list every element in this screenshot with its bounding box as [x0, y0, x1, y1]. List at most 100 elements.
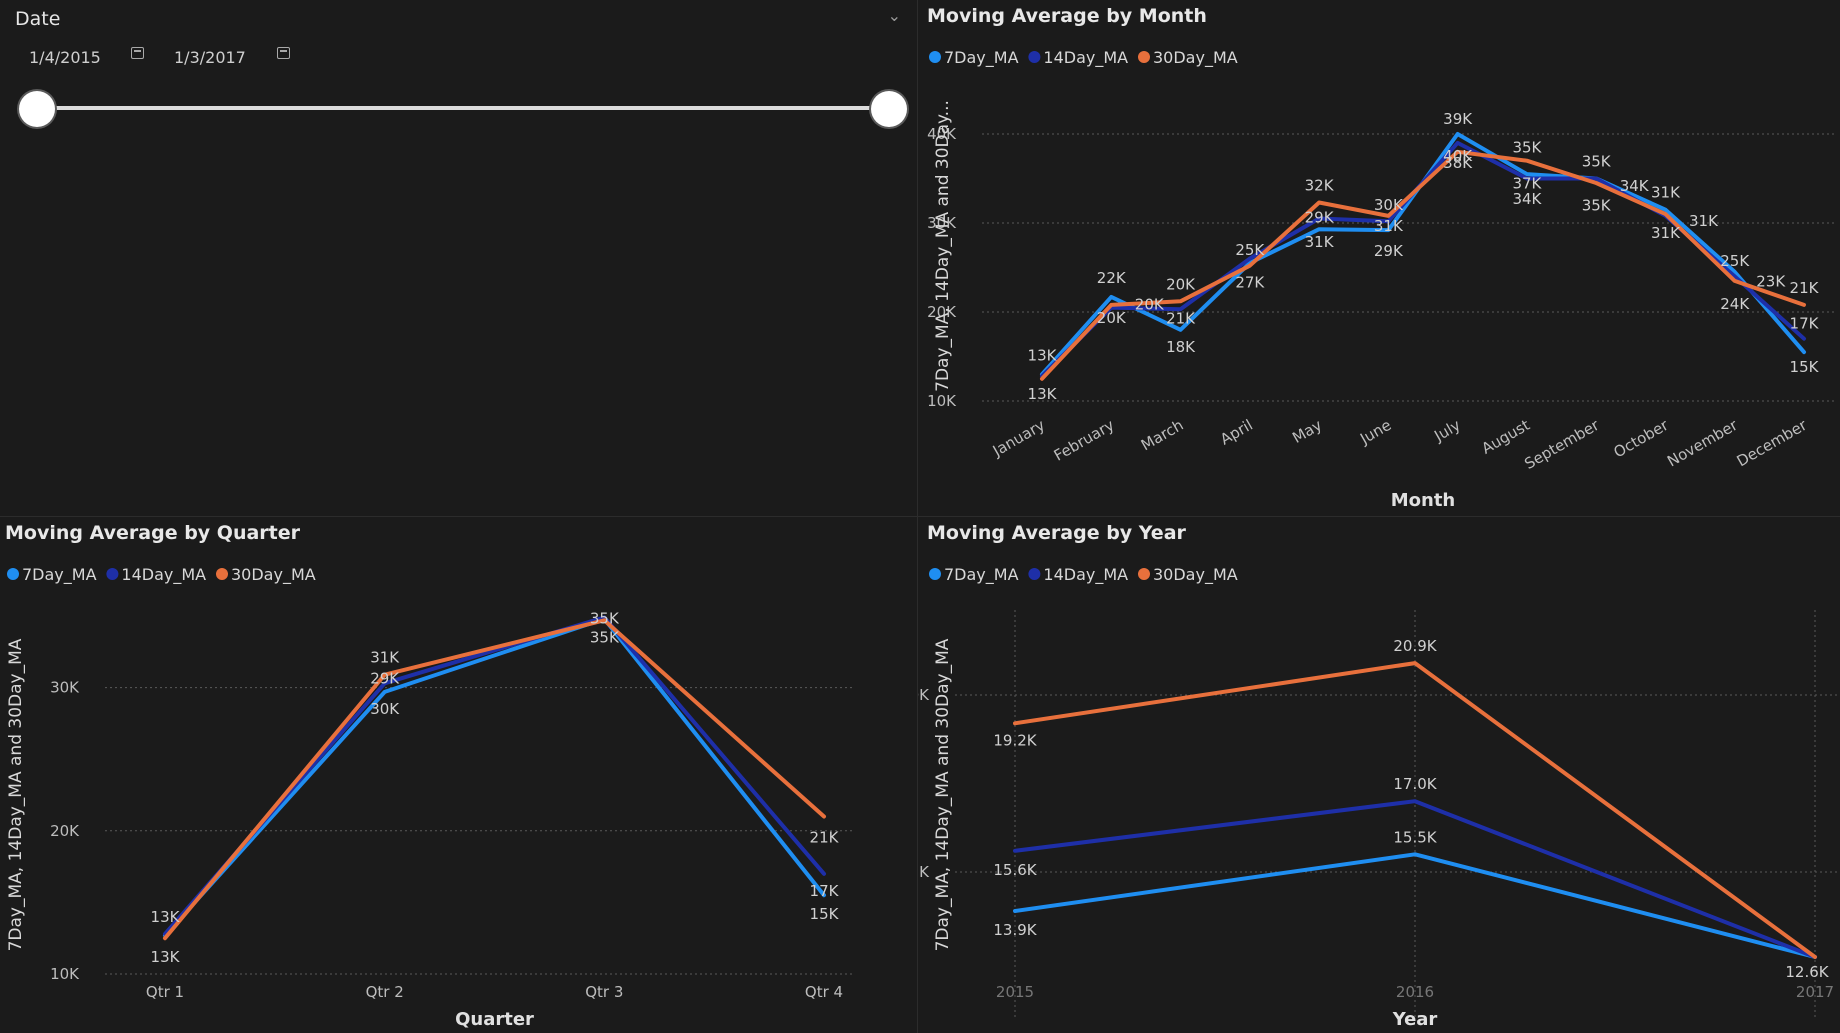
data-label: 13K: [151, 948, 181, 966]
data-label: 13.9K: [993, 921, 1037, 939]
slider-start-handle[interactable]: [19, 91, 55, 127]
y-tick-label: 20K: [50, 822, 80, 840]
data-label: 20K: [1166, 275, 1196, 293]
y-axis-title: 7Day_MA, 14Day_MA and 30Day_MA: [933, 638, 953, 951]
x-tick-label: February: [1051, 416, 1118, 465]
chart-moving-average-by-year: Moving Average by Year 7Day_MA 14Day_MA 30D…: [918, 522, 1840, 1030]
data-label: 20K: [1097, 309, 1127, 327]
data-label: 35K: [590, 628, 620, 646]
legend-marker: [1138, 568, 1150, 580]
data-label: 35K: [1582, 197, 1612, 215]
legend-label: 14Day_MA: [1043, 565, 1128, 585]
chart-title: Moving Average by Month: [927, 5, 1207, 27]
x-tick-label: September: [1521, 415, 1603, 472]
x-tick-label: May: [1289, 416, 1325, 447]
y-tick-label: 30K: [927, 214, 957, 232]
data-label: 17K: [810, 882, 840, 900]
legend-label: 7Day_MA: [944, 565, 1019, 585]
series-line-7Day_MA: [1013, 852, 1817, 959]
chart-moving-average-by-quarter: Moving Average by Quarter 7Day_MA 14Day_MA…: [5, 522, 854, 1030]
start-date-input[interactable]: 1/4/2015: [29, 48, 101, 67]
legend-marker: [929, 51, 941, 63]
data-label: 29K: [1305, 209, 1335, 227]
legend-marker: [1028, 51, 1041, 63]
data-label: 34K: [1620, 177, 1650, 195]
data-label: 25K: [1235, 241, 1265, 259]
panel-divider-horizontal: [0, 516, 1840, 517]
legend-marker: [7, 568, 19, 580]
data-label: 19.2K: [993, 731, 1037, 749]
data-label: 17.0K: [1393, 775, 1437, 793]
x-axis-title: Year: [1392, 1009, 1438, 1030]
legend-label: 30Day_MA: [1153, 48, 1238, 68]
y-tick-label: 20K: [918, 686, 930, 704]
legend-label: 30Day_MA: [231, 565, 316, 585]
data-label: 17K: [1790, 315, 1820, 333]
x-tick-label: Qtr 4: [805, 983, 843, 1001]
data-label: 29K: [1374, 242, 1404, 260]
date-slicer: Date ⌄ 1/4/2015 1/3/2017: [0, 0, 917, 516]
calendar-icon[interactable]: [277, 47, 290, 59]
data-label: 15K: [810, 905, 840, 923]
series-line-30Day_MA: [1013, 661, 1817, 959]
x-axis-title: Month: [1391, 490, 1456, 511]
legend-marker: [1028, 568, 1041, 580]
data-label: 35K: [1512, 139, 1542, 157]
data-label: 21K: [1790, 279, 1820, 297]
end-date-input[interactable]: 1/3/2017: [174, 48, 246, 67]
data-label: 23K: [1756, 272, 1786, 290]
x-tick-label: Qtr 1: [146, 983, 184, 1001]
data-label: 15.5K: [1393, 828, 1437, 846]
series-line-7Day_MA: [1040, 132, 1806, 377]
data-label: 40K: [1443, 147, 1473, 165]
data-label: 15K: [1790, 358, 1820, 376]
legend-marker: [216, 568, 228, 580]
legend-marker: [929, 568, 941, 580]
y-tick-label: 20K: [927, 303, 957, 321]
data-label: 31K: [1374, 217, 1404, 235]
y-tick-label: 10K: [50, 965, 80, 983]
x-tick-label: 2017: [1796, 983, 1834, 1001]
y-tick-label: 30K: [50, 679, 80, 697]
x-tick-label: July: [1430, 416, 1463, 446]
data-label: 12.6K: [1785, 963, 1829, 981]
x-tick-label: January: [989, 416, 1048, 461]
legend-marker: [106, 568, 119, 580]
data-label: 31K: [1305, 233, 1335, 251]
data-label: 31K: [1689, 212, 1719, 230]
x-tick-label: 2016: [1396, 983, 1434, 1001]
slider-track[interactable]: [37, 106, 890, 110]
chevron-down-icon[interactable]: ⌄: [887, 6, 901, 25]
y-tick-label: 40K: [927, 125, 957, 143]
x-tick-label: Qtr 3: [585, 983, 623, 1001]
slicer-title: Date: [15, 8, 61, 30]
data-label: 20K: [1135, 296, 1165, 314]
series-line-30Day_MA: [1040, 149, 1806, 381]
data-label: 22K: [1097, 269, 1127, 287]
calendar-icon[interactable]: [131, 47, 144, 59]
legend-label: 30Day_MA: [1153, 565, 1238, 585]
y-axis-title: 7Day_MA, 14Day_MA and 30Day...: [933, 100, 953, 392]
series-line-14Day_MA: [163, 615, 826, 936]
data-label: 15.6K: [993, 861, 1037, 879]
y-axis-title: 7Day_MA, 14Day_MA and 30Day_MA: [6, 638, 26, 951]
x-tick-label: June: [1356, 416, 1394, 448]
x-tick-label: March: [1138, 416, 1187, 454]
series-line-7Day_MA: [163, 616, 826, 938]
data-label: 27K: [1235, 274, 1265, 292]
series-line-30Day_MA: [163, 618, 826, 941]
chart-title: Moving Average by Year: [927, 522, 1187, 544]
data-label: 13K: [151, 908, 181, 926]
slider-end-handle[interactable]: [871, 91, 907, 127]
data-label: 32K: [1305, 177, 1335, 195]
data-label: 25K: [1720, 252, 1750, 270]
data-label: 35K: [1582, 153, 1612, 171]
x-tick-label: December: [1734, 415, 1811, 470]
legend-label: 7Day_MA: [22, 565, 97, 585]
data-label: 20.9K: [1393, 637, 1437, 655]
data-label: 37K: [1512, 175, 1542, 193]
chart-title: Moving Average by Quarter: [5, 522, 301, 544]
x-tick-label: November: [1664, 415, 1741, 470]
data-label: 31K: [1651, 184, 1681, 202]
series-line-14Day_MA: [1013, 799, 1817, 959]
